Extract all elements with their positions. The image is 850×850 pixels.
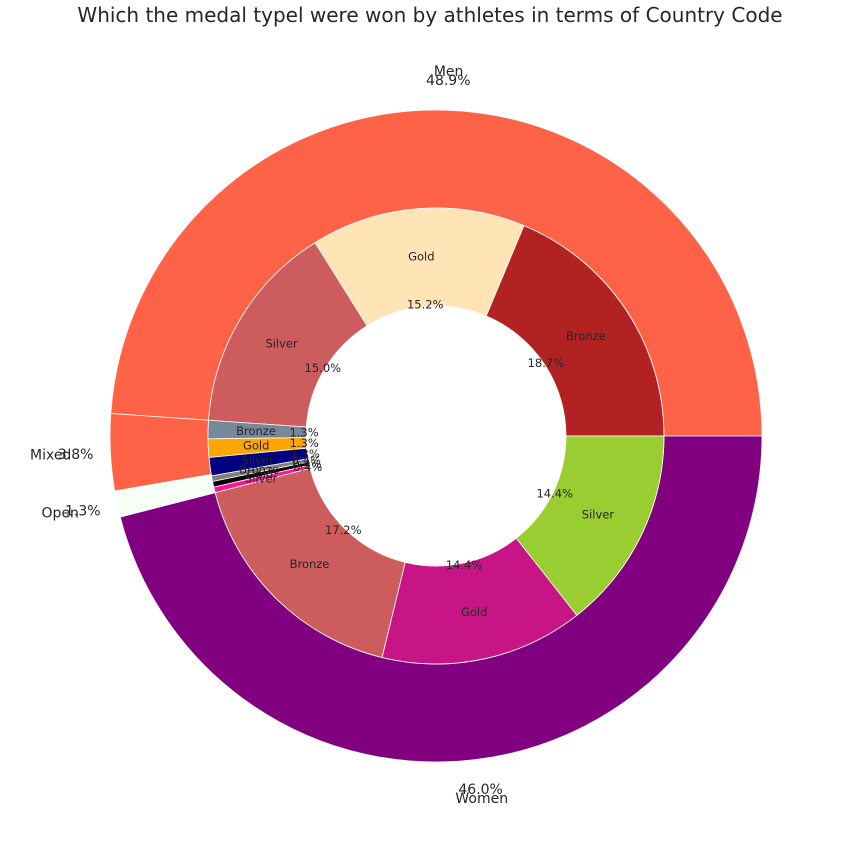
outer-label-men: Men [434, 64, 464, 80]
outer-ring [109, 109, 763, 763]
inner-pct-open-silver: 0.4% [293, 460, 322, 474]
inner-label-women-gold: Gold [461, 605, 487, 619]
inner-label-men-bronze: Bronze [566, 329, 606, 343]
inner-label-open-silver: Silver [245, 472, 278, 486]
inner-label-mixed-bronze: Bronze [236, 424, 276, 438]
outer-pct-open: 1.3% [65, 503, 101, 519]
inner-label-men-silver: Silver [265, 336, 298, 350]
inner-pct-men-gold: 15.2% [407, 297, 444, 311]
inner-pct-women-bronze: 17.2% [325, 523, 362, 537]
outer-pct-women: 46.0% [458, 782, 502, 798]
inner-slice-men-bronze [485, 225, 665, 437]
inner-pct-open-bronze: 0.4% [292, 454, 321, 468]
inner-pct-women-gold: 14.4% [446, 558, 483, 572]
outer-label-open: Open [42, 505, 79, 521]
inner-label-mixed-silver: Silver [241, 453, 274, 467]
inner-pct-mixed-gold: 1.3% [290, 436, 319, 450]
inner-pct-mixed-bronze: 1.3% [289, 425, 318, 439]
inner-slice-women-bronze [214, 467, 406, 659]
inner-pct-men-bronze: 18.7% [528, 356, 565, 370]
outer-label-women: Women [455, 791, 508, 807]
inner-pct-men-silver: 15.0% [305, 361, 342, 375]
outer-label-mixed: Mixed [30, 447, 71, 463]
inner-slice-women-silver [515, 435, 665, 616]
inner-label-open-gold: Gold [247, 467, 273, 481]
chart-title: Which the medal typel were won by athlet… [77, 3, 782, 27]
inner-pct-open-gold: 0.4% [292, 457, 321, 471]
inner-label-open-bronze: Bronze [239, 463, 279, 477]
inner-label-women-silver: Silver [582, 508, 615, 522]
outer-pct-mixed: 3.8% [58, 447, 94, 463]
inner-pct-mixed-silver: 1.3% [291, 447, 320, 461]
outer-pct-men: 48.9% [426, 73, 470, 89]
inner-label-women-bronze: Bronze [290, 557, 330, 571]
inner-pct-women-silver: 14.4% [536, 487, 573, 501]
inner-label-men-gold: Gold [408, 250, 434, 264]
inner-ring [207, 207, 665, 665]
inner-label-mixed-gold: Gold [243, 439, 269, 453]
inner-slice-men-silver [208, 242, 368, 428]
